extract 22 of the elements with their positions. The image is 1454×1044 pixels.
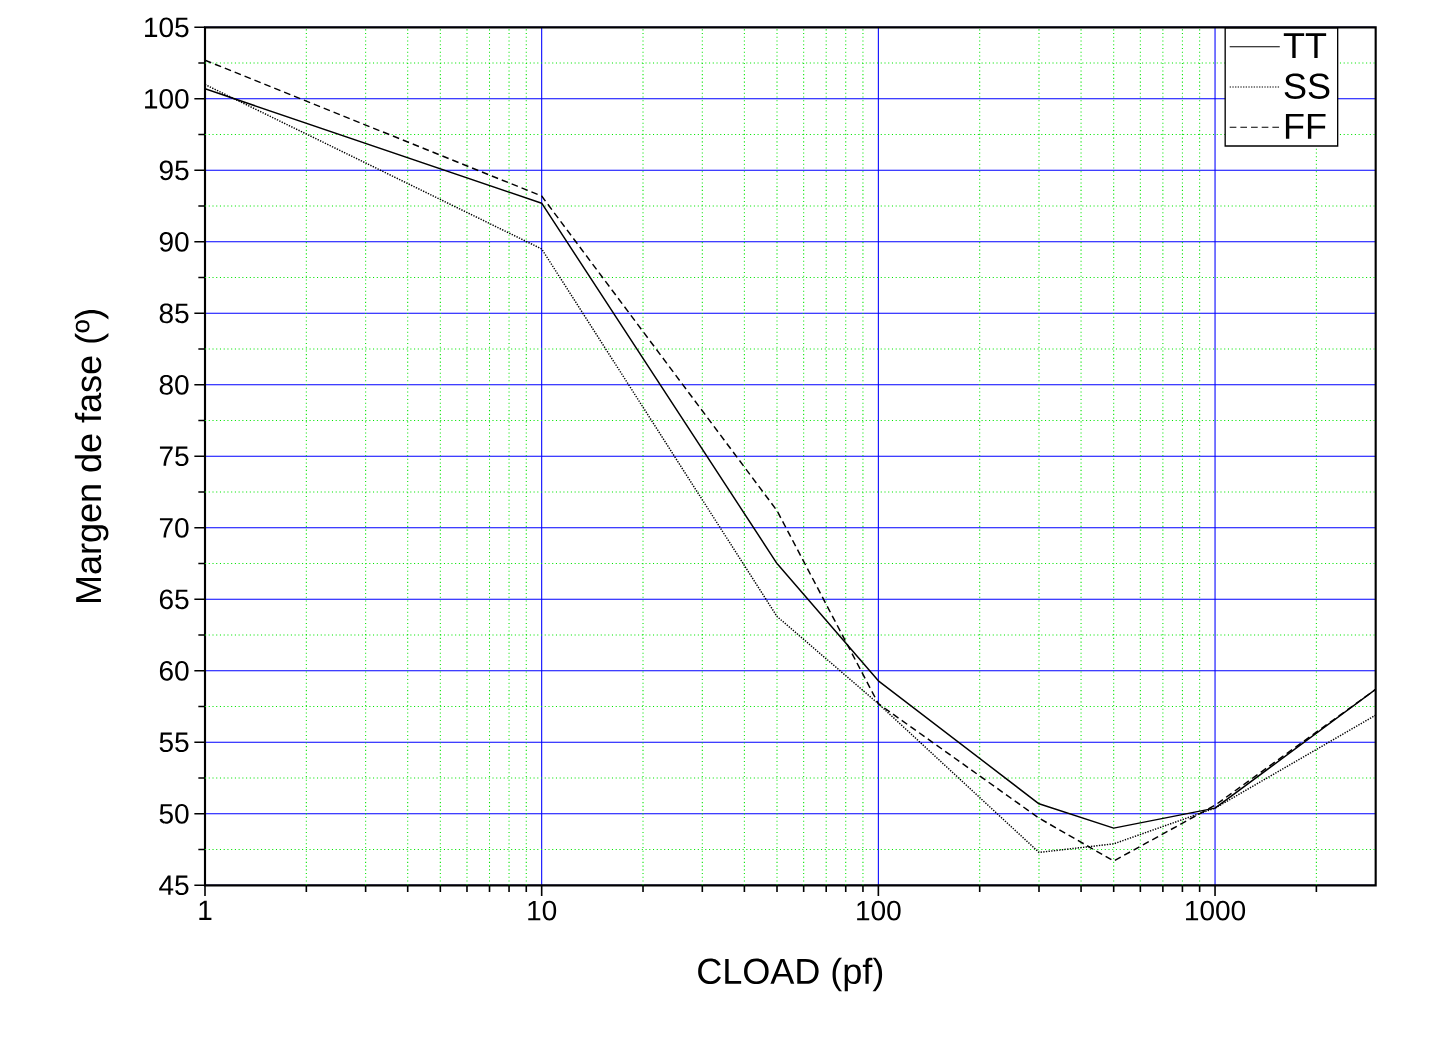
y-tick-label: 95 [159, 160, 189, 181]
y-axis-title: Margen de fase (º) [74, 309, 109, 603]
x-tick-label: 1000 [1186, 900, 1246, 921]
y-tick-label: 65 [159, 589, 189, 610]
y-tick-label: 105 [145, 17, 189, 38]
y-tick-label: 100 [145, 88, 189, 109]
y-tick-label: 70 [159, 517, 189, 538]
y-tick-label: 55 [159, 732, 189, 753]
legend-label: SS [1284, 73, 1330, 99]
y-tick-label: 75 [159, 446, 189, 467]
legend-label: TT [1283, 33, 1327, 59]
y-tick-label: 85 [159, 303, 189, 324]
y-tick-label: 60 [159, 660, 189, 681]
x-tick-label: 10 [528, 900, 557, 921]
y-tick-label: 80 [159, 374, 189, 395]
x-tick-label: 100 [857, 900, 901, 921]
y-tick-label: 45 [159, 875, 189, 896]
legend-label: FF [1285, 113, 1326, 139]
x-tick-label: 1 [199, 900, 212, 920]
x-axis-title: CLOAD (pf) [698, 957, 883, 992]
y-tick-label: 90 [159, 231, 189, 252]
y-tick-label: 50 [159, 803, 189, 824]
